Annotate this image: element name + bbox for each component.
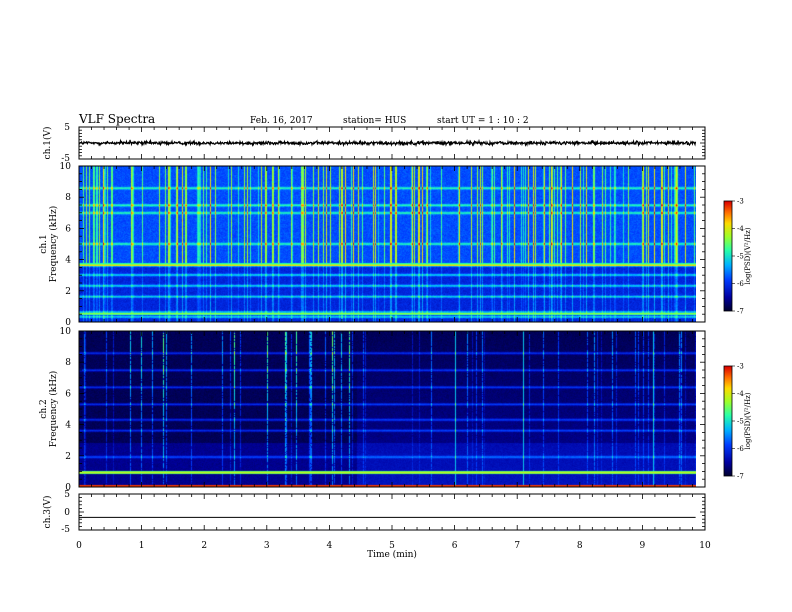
ch3-waveform-frame <box>78 493 706 531</box>
colorbar-tick-label: -7 <box>737 473 744 481</box>
colorbar-ch1: -3 -4 -5 -6 -7 log(PSD)(V²/Hz) <box>723 198 752 316</box>
frequency-tick-label: 2 <box>65 287 71 297</box>
time-tick-label: 8 <box>577 541 583 551</box>
frequency-tick-label: 4 <box>65 421 71 431</box>
frequency-tick-label: 6 <box>65 389 71 399</box>
time-tick-label: 5 <box>389 541 395 551</box>
frequency-tick-label: 10 <box>60 162 72 172</box>
ch1-waveform-line <box>78 138 697 148</box>
colorbar-ch2: -3 -4 -5 -6 -7 log(PSD)(V²/Hz) <box>723 363 752 481</box>
colorbar-tick-label: -5 <box>737 253 744 261</box>
ch1-frequency-ticks: 0 2 4 6 8 10 <box>60 162 705 328</box>
time-tick-label: 10 <box>699 541 711 551</box>
start-time-label: start UT = 1 : 10 : 2 <box>437 116 529 126</box>
frequency-tick-label: 2 <box>65 452 71 462</box>
frequency-tick-label: 8 <box>65 358 71 368</box>
ch2-spectrogram-image <box>79 331 696 487</box>
ch1-spectrogram-time-ticks <box>78 166 706 322</box>
colorbar-ch2-gradient <box>724 366 732 476</box>
ch2-frequency-ticks: 0 2 4 6 8 10 <box>60 327 705 493</box>
ch3-ytick-mid: 0 <box>64 508 70 518</box>
ch3-ylabel: ch.3(V) <box>42 496 53 529</box>
time-tick-label: 3 <box>264 541 270 551</box>
time-tick-label: 1 <box>139 541 145 551</box>
ch1-frequency-label: Frequency (kHz) <box>48 206 59 283</box>
time-axis-label: Time (min) <box>367 549 417 560</box>
frequency-tick-label: 4 <box>65 256 71 266</box>
colorbar-tick-label: -6 <box>737 445 744 453</box>
colorbar-ch1-ticks: -3 -4 -5 -6 -7 <box>732 198 744 316</box>
colorbar-tick-label: -7 <box>737 308 744 316</box>
colorbar-tick-label: -4 <box>737 225 744 233</box>
colorbar-ch2-ticks: -3 -4 -5 -6 -7 <box>732 363 744 481</box>
frequency-tick-label: 0 <box>65 318 71 328</box>
colorbar-tick-label: -6 <box>737 280 744 288</box>
frequency-tick-label: 0 <box>65 483 71 493</box>
time-tick-label: 0 <box>76 541 82 551</box>
ch3-waveform-ticks <box>78 493 706 531</box>
ch2-spectrogram-time-ticks <box>78 331 706 487</box>
ch3-ytick-bottom: -5 <box>61 525 70 535</box>
time-tick-label: 7 <box>514 541 520 551</box>
colorbar-tick-label: -4 <box>737 390 744 398</box>
ch1-panel-label: ch.1 <box>39 234 49 253</box>
time-tick-label: 2 <box>201 541 207 551</box>
ch1-spectrogram-panel: 0 2 4 6 8 10 ch.1 Frequency (kHz) <box>39 162 706 328</box>
frequency-tick-label: 10 <box>60 327 72 337</box>
colorbar-ch2-label: log(PSD)(V²/Hz) <box>744 392 752 449</box>
frequency-tick-label: 8 <box>65 193 71 203</box>
ch3-waveform-panel: 5 0 -5 ch.3(V) <box>42 490 706 535</box>
colorbar-tick-label: -5 <box>737 418 744 426</box>
ch3-ytick-top: 5 <box>64 490 70 500</box>
station-label: station= HUS <box>343 116 406 126</box>
ch2-frequency-label: Frequency (kHz) <box>48 371 59 448</box>
colorbar-tick-label: -3 <box>737 363 744 371</box>
colorbar-tick-label: -3 <box>737 198 744 206</box>
ch1-waveform-ticks <box>78 126 706 160</box>
frequency-tick-label: 6 <box>65 224 71 234</box>
ch1-ylabel: ch.1(V) <box>42 127 53 160</box>
ch1-ytick-top: 5 <box>64 123 70 133</box>
ch2-spectrogram-panel: 0 2 4 6 8 10 ch.2 Frequency (kHz) <box>39 327 706 493</box>
date-label: Feb. 16, 2017 <box>250 116 313 126</box>
colorbar-ch1-gradient <box>724 201 732 311</box>
ch2-panel-label: ch.2 <box>39 399 49 418</box>
ch1-ytick-bottom: -5 <box>61 154 70 164</box>
colorbar-ch1-label: log(PSD)(V²/Hz) <box>744 227 752 284</box>
time-tick-label: 4 <box>327 541 333 551</box>
chart-title: VLF Spectra <box>78 112 155 126</box>
time-tick-label: 9 <box>640 541 646 551</box>
ch1-waveform-panel: 5 -5 ch.1(V) <box>42 123 706 164</box>
time-tick-labels: 0 1 2 3 4 5 6 7 8 9 10 <box>76 541 711 551</box>
time-tick-label: 6 <box>452 541 458 551</box>
ch1-spectrogram-image <box>79 166 696 322</box>
